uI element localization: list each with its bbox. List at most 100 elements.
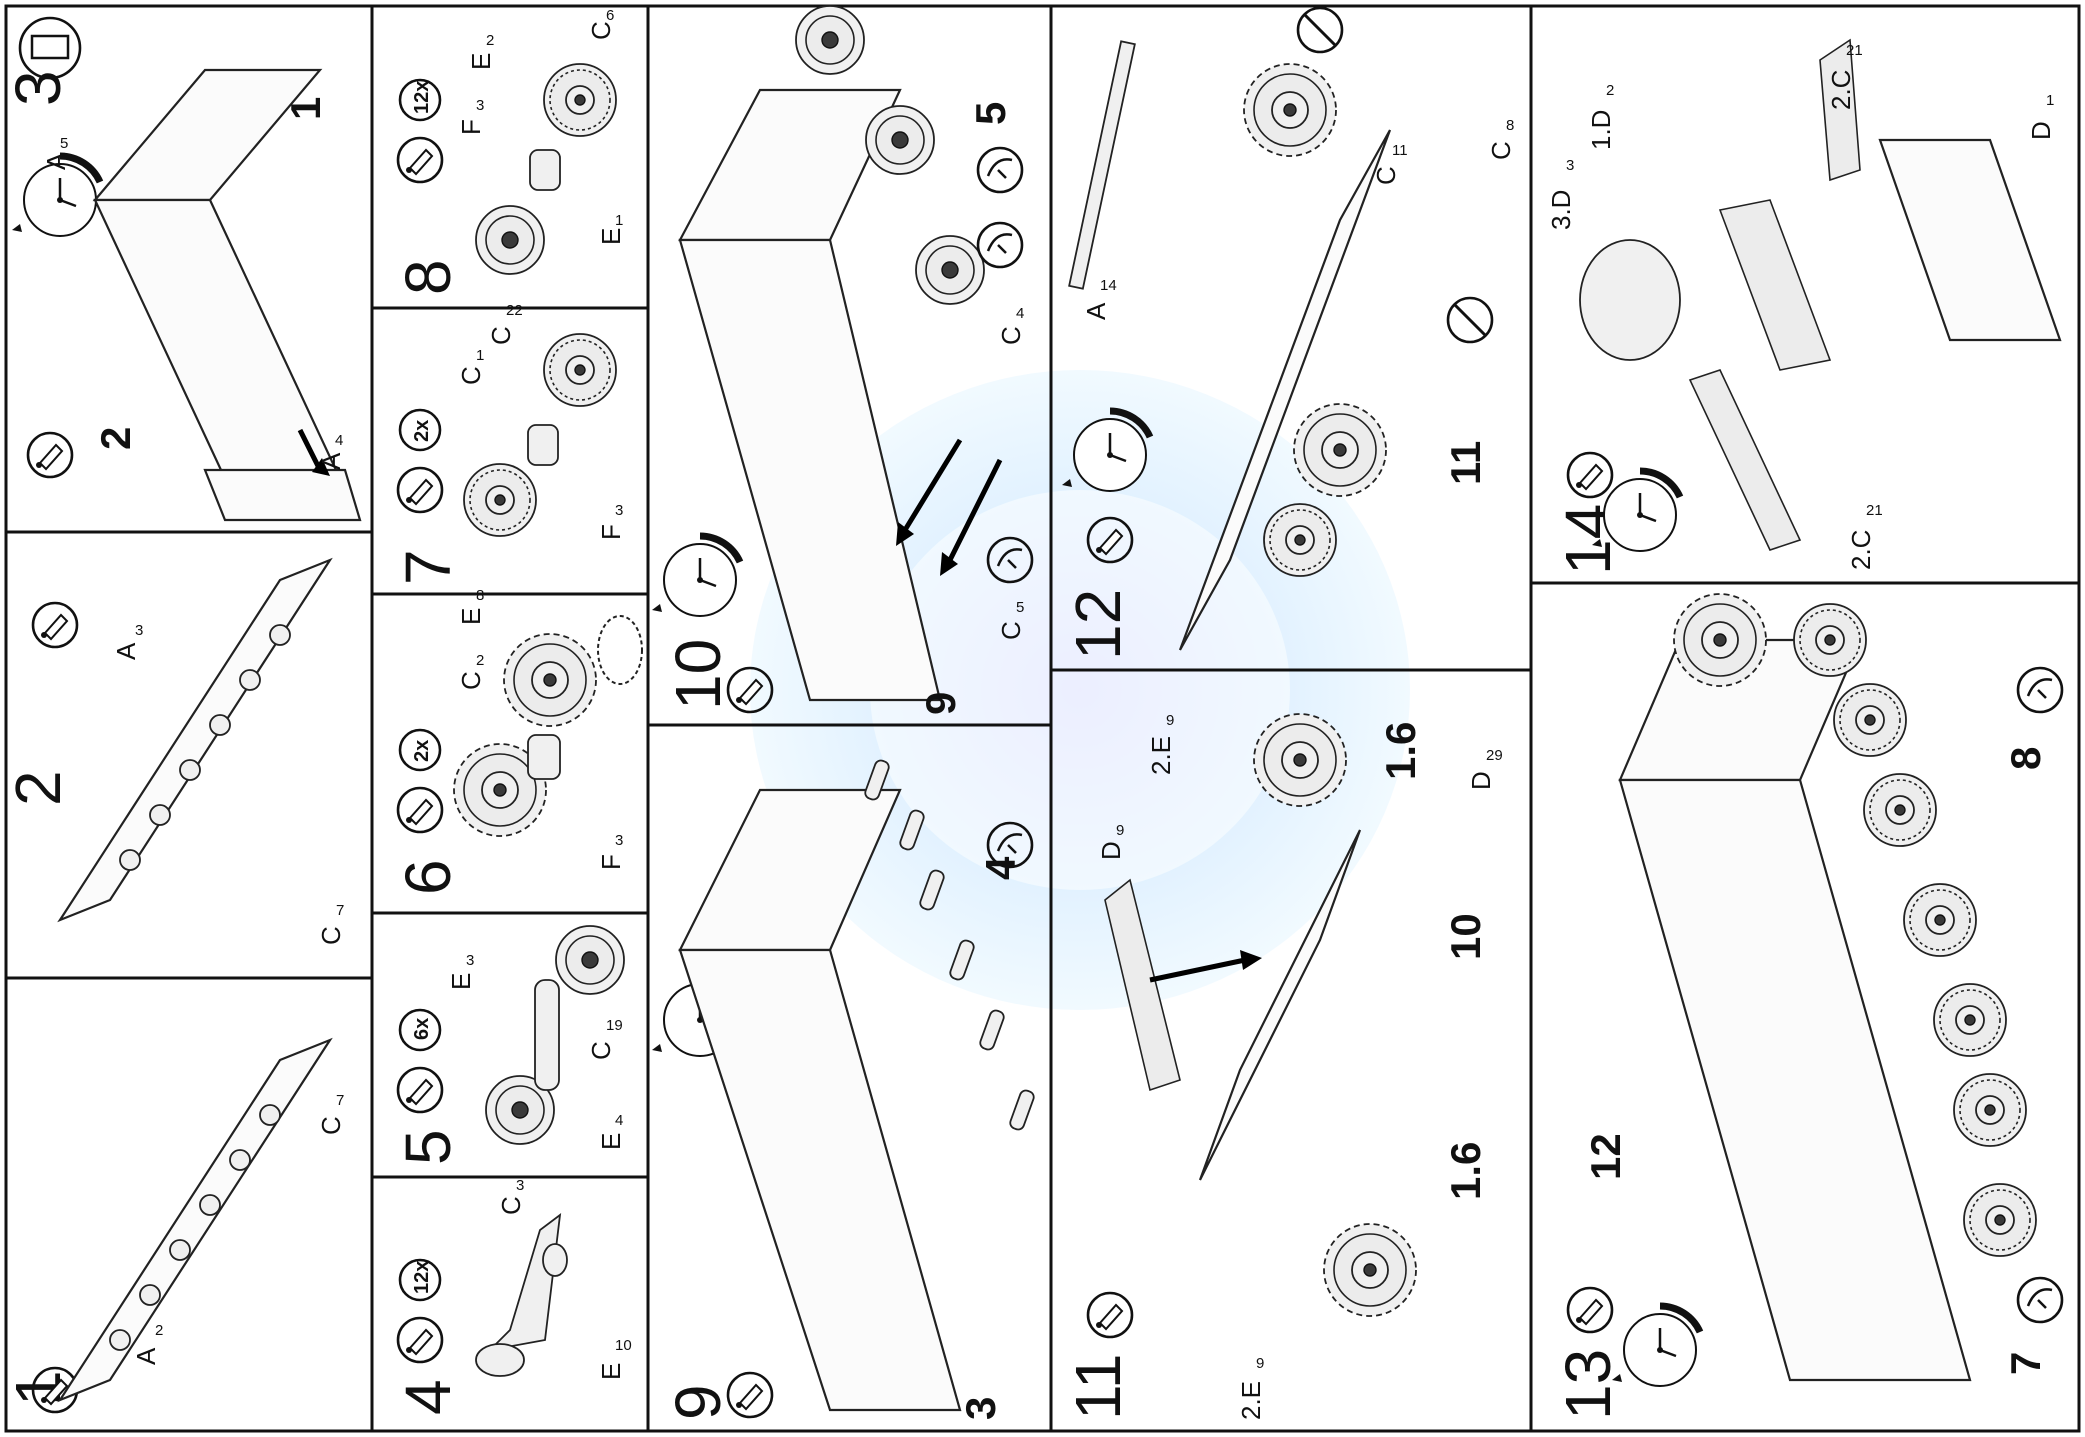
sheet-border xyxy=(4,4,2081,1433)
hull-side xyxy=(678,948,962,1412)
part-number: 4 xyxy=(615,1112,623,1129)
part-label: D xyxy=(1096,841,1126,860)
quantity-text: 2x xyxy=(411,740,433,762)
step-number: 7 xyxy=(392,549,464,585)
road-wheel xyxy=(1263,503,1337,577)
glue-icon xyxy=(31,601,79,649)
step-number: 11 xyxy=(1062,1354,1134,1420)
part-number: 8 xyxy=(1506,117,1514,134)
road-wheel-hubs xyxy=(109,1104,281,1351)
part-number: 21 xyxy=(1866,502,1883,519)
rear-plate xyxy=(1878,138,2062,342)
arm-socket xyxy=(475,1343,525,1377)
suspension-plate xyxy=(57,557,333,923)
drive-sprocket xyxy=(1243,63,1337,157)
quantity-badge xyxy=(398,408,442,452)
glue-icon xyxy=(396,786,444,834)
callout-label: 2 xyxy=(92,427,139,450)
return-roller xyxy=(795,5,865,75)
step-number: 12 xyxy=(1062,589,1134,660)
road-wheel xyxy=(463,463,537,537)
callout-label: 4 xyxy=(977,856,1024,880)
step-number: 2 xyxy=(2,770,74,806)
glue-icon xyxy=(1086,1291,1134,1339)
callout-label: 3 xyxy=(957,1397,1004,1420)
part-label: C xyxy=(586,1041,616,1060)
part-number: 10 xyxy=(615,1337,632,1354)
paint-icon xyxy=(2016,1276,2064,1324)
drive-sprocket xyxy=(1253,713,1347,807)
panel-dividers xyxy=(6,6,2079,1431)
exhaust-part xyxy=(1718,199,1832,371)
suspension-arm xyxy=(487,1213,562,1352)
part-number: 21 xyxy=(1846,42,1863,59)
quantity-badge xyxy=(398,728,442,772)
glue-icon xyxy=(396,466,444,514)
glue-icon xyxy=(396,1316,444,1364)
arm-cap xyxy=(542,1243,568,1277)
callout-label: 10 xyxy=(1442,913,1489,960)
panel-step-3: 3 2 1 A 5 A 4 xyxy=(2,16,362,522)
return-roller xyxy=(555,925,625,995)
road-wheel xyxy=(543,63,617,137)
glue-icon xyxy=(396,136,444,184)
panel-step-5: 5 6x E 3 C 19 E 4 xyxy=(392,925,626,1165)
no-part-icon xyxy=(1296,6,1344,54)
part-label: C xyxy=(496,1196,526,1215)
panel-step-13: 13 8 7 12 xyxy=(1552,593,2064,1420)
watermark-swirl xyxy=(750,370,1410,1010)
track-fender xyxy=(1068,40,1136,290)
fender-part xyxy=(1104,878,1181,1092)
wheel-disc xyxy=(475,205,545,275)
axle-spacer xyxy=(527,734,561,780)
part-label: F xyxy=(596,524,626,540)
part-number: 3 xyxy=(615,832,623,849)
part-label: E xyxy=(596,1363,626,1380)
part-label: 2.C xyxy=(1846,530,1876,570)
part-label: C xyxy=(316,1116,346,1135)
callout-label: 5 xyxy=(967,102,1014,125)
part-label: C xyxy=(1486,141,1516,160)
part-label: 2.E xyxy=(1146,736,1176,775)
part-number: 2 xyxy=(476,652,484,669)
part-label: E xyxy=(596,1133,626,1150)
panel-step-14: 14 3.D 3 1.D 2 2.C 21 D 1 2.C 21 xyxy=(1546,38,2062,575)
hull-edge xyxy=(203,468,362,522)
rear-fender xyxy=(1688,369,1802,551)
panel-step-10: 10 5 9 C 4 C 5 xyxy=(652,5,1034,715)
part-label: E xyxy=(596,228,626,245)
part-label: A xyxy=(316,452,346,470)
step-number: 5 xyxy=(392,1129,464,1165)
callout-label: 9 xyxy=(917,692,964,715)
part-label: C xyxy=(1371,166,1401,185)
tape-icon xyxy=(18,16,82,80)
paint-icon xyxy=(976,146,1024,194)
glue-icon xyxy=(1566,1286,1614,1334)
part-label: A xyxy=(1081,302,1111,320)
part-label: F xyxy=(596,854,626,870)
hull-side xyxy=(678,238,942,702)
part-number: 6 xyxy=(606,7,614,24)
part-number: 3 xyxy=(516,1177,524,1194)
part-number: 4 xyxy=(1016,305,1024,322)
suspension-plate xyxy=(57,1037,333,1403)
paint-icon xyxy=(2016,666,2064,714)
part-label: F xyxy=(456,119,486,135)
axle-spacer xyxy=(529,149,561,191)
part-number: 22 xyxy=(506,302,523,319)
part-label: E xyxy=(456,608,486,625)
panel-step-4: 4 12x C 3 E 10 xyxy=(392,1177,632,1415)
callout-label: 1.6 xyxy=(1377,722,1424,780)
return-roller xyxy=(865,105,935,175)
glue-icon xyxy=(726,1371,774,1419)
part-label: 3.D xyxy=(1546,190,1576,230)
callout-label: 11 xyxy=(1442,441,1489,485)
part-number: 3 xyxy=(466,952,474,969)
part-label: A xyxy=(41,152,71,170)
part-label: C xyxy=(996,621,1026,640)
spare-wheel-disc xyxy=(1579,239,1681,361)
part-number: 2 xyxy=(155,1322,163,1339)
drive-sprocket xyxy=(1323,1223,1417,1317)
part-label: E xyxy=(466,53,496,70)
